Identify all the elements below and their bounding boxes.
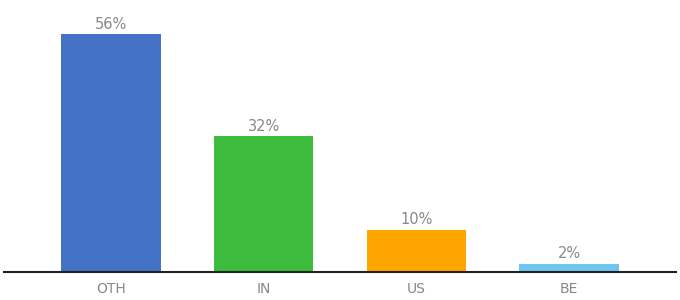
Bar [61,34,160,272]
Text: 56%: 56% [95,17,127,32]
Text: 2%: 2% [558,247,581,262]
Bar [520,264,619,272]
Bar [214,136,313,272]
Text: 32%: 32% [248,119,279,134]
Text: 10%: 10% [400,212,432,227]
Bar [367,230,466,272]
